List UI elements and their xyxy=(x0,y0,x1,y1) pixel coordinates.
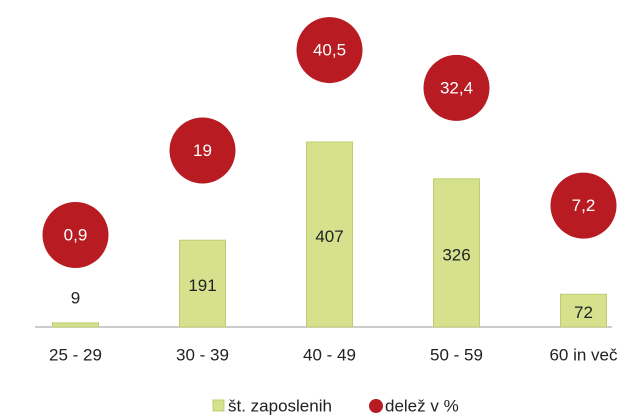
share-circle xyxy=(169,117,236,184)
share-label: 19 xyxy=(193,141,212,160)
share-label: 32,4 xyxy=(440,78,473,97)
bar-label: 9 xyxy=(71,288,80,307)
x-tick-label: 60 in več xyxy=(549,345,618,364)
legend-label: št. zaposlenih xyxy=(228,396,332,415)
share-circle xyxy=(296,17,363,84)
share-label: 0,9 xyxy=(64,225,88,244)
bar xyxy=(52,322,99,328)
bar-label: 407 xyxy=(315,227,343,246)
x-tick-label: 50 - 59 xyxy=(430,345,483,364)
x-tick-label: 25 - 29 xyxy=(49,345,102,364)
share-circle xyxy=(42,201,109,268)
x-tick-label: 40 - 49 xyxy=(303,345,356,364)
bar xyxy=(306,141,353,328)
share-circle xyxy=(550,172,617,239)
legend-swatch xyxy=(212,399,225,412)
share-circle xyxy=(423,54,490,121)
bar-label: 72 xyxy=(574,303,593,322)
bar-label: 191 xyxy=(188,276,216,295)
bar xyxy=(179,239,226,328)
legend-label: delež v % xyxy=(385,396,459,415)
share-label: 7,2 xyxy=(572,196,596,215)
share-label: 40,5 xyxy=(313,41,346,60)
x-tick-label: 30 - 39 xyxy=(176,345,229,364)
bar xyxy=(560,293,607,328)
legend-swatch xyxy=(369,399,383,413)
bar-label: 326 xyxy=(442,245,470,264)
bar xyxy=(433,178,480,328)
